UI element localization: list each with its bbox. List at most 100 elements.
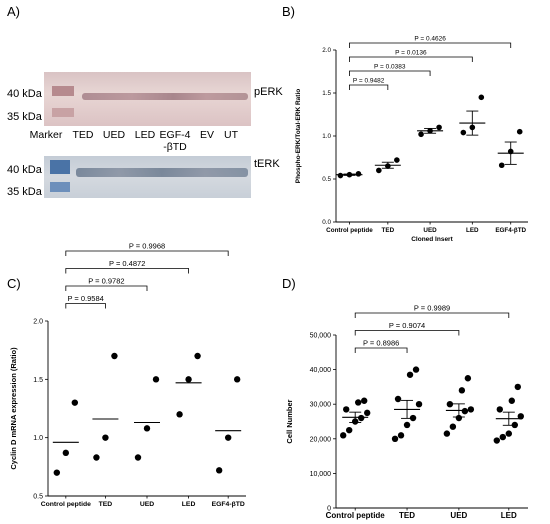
chart-b-x-tick-label: LED — [466, 227, 479, 234]
chart-d-y-axis-label: Cell Number — [285, 399, 294, 443]
chart-b-data-point — [436, 124, 442, 131]
lane-label-ued: UED — [102, 129, 126, 141]
chart-c-x-tick-label: UED — [140, 501, 154, 508]
chart-b-x-tick-label: EGF4-βTD — [495, 227, 526, 234]
chart-d-data-point — [391, 435, 399, 442]
pERK-mw-35: 35 kDa — [7, 111, 42, 123]
chart-d-p-value-label: P = 0.9074 — [389, 321, 425, 330]
chart-c-data-point — [194, 352, 201, 360]
chart-d-data-point — [514, 383, 521, 391]
chart-d-data-point — [394, 395, 402, 403]
chart-b-y-axis-label: Phospho-ERK/Total-ERK Ratio — [295, 89, 302, 184]
chart-d-data-point — [412, 366, 420, 373]
chart-c-data-point — [134, 454, 142, 461]
chart-c-data-point — [185, 376, 192, 383]
chart-b-data-point — [337, 172, 344, 179]
chart-b-data-point — [355, 171, 362, 177]
chart-b-data-point — [498, 162, 505, 169]
chart-d-y-tick-label: 0 — [327, 505, 331, 512]
chart-d-y-tick-label: 50,000 — [310, 332, 332, 339]
chart-c-p-value-label: P = 0.9782 — [88, 277, 124, 286]
chart-d-data-point — [493, 437, 500, 444]
chart-d-data-point — [397, 432, 405, 439]
chart-b-p-value-label: P = 0.0383 — [374, 64, 406, 71]
chart-d-data-point — [446, 401, 454, 408]
chart-b-p-value-label: P = 0.9482 — [353, 78, 385, 85]
chart-d-data-point — [458, 387, 466, 394]
chart-c-y-tick-label: 2.0 — [33, 318, 43, 325]
chart-d-data-point — [343, 406, 350, 413]
chart-b-data-point — [460, 129, 467, 136]
lane-label-ev: EV — [199, 129, 214, 141]
chart-d-data-point — [346, 426, 353, 434]
chart-c-y-tick-label: 1.5 — [33, 377, 43, 384]
chart-d-p-value-label: P = 0.8986 — [363, 339, 399, 348]
pERK-blot-image — [44, 72, 251, 126]
chart-d-data-point — [364, 409, 371, 417]
chart-c-data-point — [111, 352, 118, 360]
tERK-mw-40: 40 kDa — [7, 164, 42, 176]
tERK-mw-35: 35 kDa — [7, 186, 42, 198]
chart-c-x-tick-label: LED — [182, 501, 196, 508]
marker-lane-blot-t — [50, 160, 70, 174]
chart-d-y-tick-label: 10,000 — [310, 471, 332, 478]
lane-label-egf4-btd: EGF-4 -βTD — [159, 129, 191, 153]
chart-b-x-tick-label: TED — [382, 227, 395, 234]
chart-c-data-point — [224, 434, 232, 441]
chart-d-x-tick-label: LED — [501, 511, 517, 520]
chart-d-comparison-bracket — [354, 330, 460, 336]
chart-c-x-tick-label: Control peptide — [41, 501, 91, 508]
panel-c-letter: C) — [7, 276, 21, 291]
chart-c-comparison-bracket — [65, 268, 189, 274]
pERK-blot-label: pERK — [254, 86, 283, 98]
chart-d-data-point — [355, 399, 362, 406]
chart-c-y-axis-label: Cyclin D mRNA expression (Ratio) — [9, 347, 18, 470]
chart-c-p-value-label: P = 0.9584 — [67, 294, 103, 303]
chart-d-data-point — [464, 375, 472, 382]
chart-b-y-tick-label: 0.0 — [322, 219, 331, 226]
chart-c-data-point — [233, 376, 241, 383]
tERK-blot-label: tERK — [254, 158, 280, 170]
chart-d-comparison-bracket — [354, 347, 408, 353]
chart-b-x-axis-label: Cloned Insert — [411, 236, 453, 243]
chart-b-data-point — [376, 167, 382, 174]
chart-c-data-point — [53, 469, 61, 476]
chart-c-data-point — [93, 454, 100, 461]
chart-c-data-point — [176, 411, 183, 418]
chart-d-x-tick-label: Control peptide — [326, 511, 386, 520]
chart-b-comparison-bracket — [349, 56, 473, 62]
chart-d-data-point — [361, 397, 368, 404]
chart-d-data-point — [517, 413, 524, 420]
chart-b-y-tick-label: 2.0 — [322, 47, 331, 54]
chart-b-data-point — [478, 94, 485, 101]
lane-label-ted: TED — [72, 129, 94, 141]
chart-d-data-point — [505, 430, 512, 437]
chart-d-p-value-label: P = 0.9989 — [414, 304, 450, 313]
chart-c-x-tick-label: EGF4-βTD — [212, 501, 245, 508]
marker-lane-lower-t — [50, 182, 70, 192]
chart-d-y-tick-label: 30,000 — [310, 402, 332, 409]
chart-d-data-point — [461, 407, 469, 415]
chart-c-data-point — [143, 425, 151, 432]
chart-b-y-tick-label: 1.0 — [322, 133, 331, 140]
chart-d-x-tick-label: TED — [399, 511, 415, 520]
chart-c-p-value-label: P = 0.9968 — [129, 242, 165, 251]
chart-c-comparison-bracket — [65, 250, 229, 256]
chart-c-data-point — [102, 434, 109, 441]
chart-c-y-tick-label: 0.5 — [33, 493, 43, 500]
tERK-blot-image — [44, 156, 251, 198]
chart-b-comparison-bracket — [349, 70, 431, 76]
chart-d-data-point — [496, 406, 503, 413]
marker-lane-blot — [52, 86, 74, 96]
chart-b-y-tick-label: 0.5 — [322, 176, 331, 183]
chart-b-x-tick-label: UED — [423, 227, 437, 234]
chart-b-comparison-bracket — [349, 42, 512, 48]
chart-b-data-point — [418, 131, 424, 138]
lane-label-marker: Marker — [29, 129, 63, 141]
lane-label-ut: UT — [224, 129, 238, 141]
chart-d-data-point — [467, 406, 475, 413]
chart-d-x-tick-label: UED — [450, 511, 467, 520]
pERK-band-row — [82, 93, 248, 100]
chart-d-data-point — [340, 432, 347, 439]
